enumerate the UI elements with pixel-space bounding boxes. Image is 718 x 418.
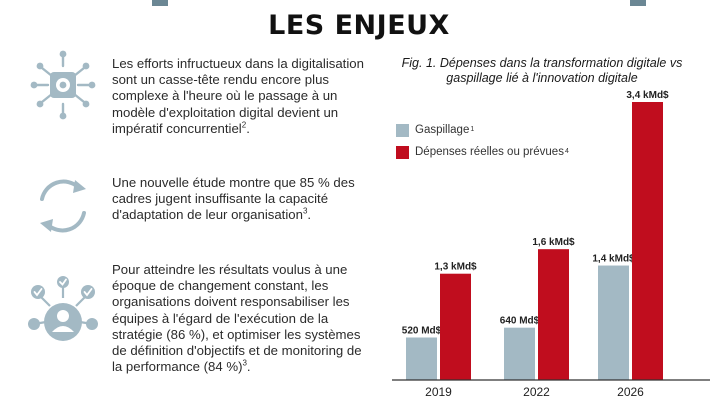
- cycle-arrows-icon: [40, 179, 86, 233]
- x-tick-label-2019: 2019: [425, 385, 452, 399]
- bar-gaspillage-2019: [406, 337, 437, 380]
- bar-gaspillage-2026: [598, 265, 629, 380]
- chart-title: Fig. 1. Dépenses dans la transformation …: [401, 56, 683, 85]
- legend-label-gaspillage: Gaspillage: [415, 124, 470, 136]
- data-label-gaspillage-2022: 640 Md$: [500, 316, 540, 327]
- info-text-digitalisation: Les efforts infructueux dans la digitali…: [112, 56, 364, 136]
- data-label-depenses-2019: 1,3 kMd$: [434, 262, 477, 273]
- data-label-depenses-2022: 1,6 kMd$: [532, 237, 575, 248]
- info-text-adaptation: Une nouvelle étude montre que 85 % des c…: [112, 175, 355, 223]
- legend-item-depenses: Dépenses réelles ou prévues 4: [396, 144, 569, 160]
- bar-depenses-2019: [440, 273, 471, 380]
- gear-circuit-icon: [30, 50, 96, 120]
- chart-legend: Gaspillage 1 Dépenses réelles ou prévues 4: [396, 122, 569, 166]
- x-tick-label-2026: 2026: [617, 385, 644, 399]
- bar-gaspillage-2022: [504, 327, 535, 380]
- legend-label-depenses: Dépenses réelles ou prévues: [415, 146, 564, 158]
- corner-mark-left: [152, 0, 168, 6]
- bar-depenses-2022: [538, 249, 569, 380]
- info-text-responsabilisation: Pour atteindre les résultats voulus à un…: [112, 262, 362, 375]
- legend-item-gaspillage: Gaspillage 1: [396, 122, 569, 138]
- bar-chart: 520 Md$ 1,3 kMd$ 2019 640 Md$ 1,6 kMd$ 2022 1,…: [392, 90, 710, 399]
- data-label-gaspillage-2026: 1,4 kMd$: [592, 254, 635, 265]
- page-title: LES ENJEUX: [268, 10, 450, 41]
- corner-mark-right: [630, 0, 646, 6]
- legend-swatch-depenses: [396, 145, 409, 159]
- bar-depenses-2026: [632, 102, 663, 380]
- person-checkmarks-icon: [28, 276, 98, 341]
- data-label-depenses-2026: 3,4 kMd$: [626, 90, 669, 101]
- legend-swatch-gaspillage: [396, 123, 409, 137]
- x-tick-label-2022: 2022: [523, 385, 550, 399]
- data-label-gaspillage-2019: 520 Md$: [402, 325, 442, 336]
